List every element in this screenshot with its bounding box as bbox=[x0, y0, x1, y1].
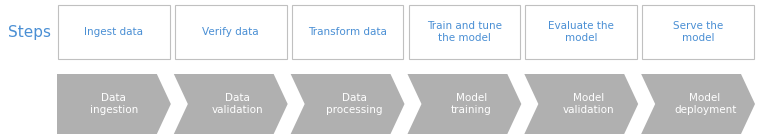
Bar bbox=[408, 5, 520, 59]
Polygon shape bbox=[291, 74, 404, 134]
Bar bbox=[526, 5, 637, 59]
Text: Data
processing: Data processing bbox=[327, 93, 383, 115]
Polygon shape bbox=[57, 74, 171, 134]
Text: Data
validation: Data validation bbox=[212, 93, 263, 115]
Text: Ingest data: Ingest data bbox=[85, 27, 143, 37]
Text: Evaluate the
model: Evaluate the model bbox=[549, 21, 614, 43]
Text: Train and tune
the model: Train and tune the model bbox=[427, 21, 502, 43]
Text: Model
deployment: Model deployment bbox=[674, 93, 736, 115]
Bar bbox=[175, 5, 287, 59]
Polygon shape bbox=[641, 74, 755, 134]
Text: Model
training: Model training bbox=[451, 93, 492, 115]
Text: Model
validation: Model validation bbox=[562, 93, 614, 115]
Text: Transform data: Transform data bbox=[308, 27, 387, 37]
Text: Serve the
model: Serve the model bbox=[673, 21, 723, 43]
Polygon shape bbox=[524, 74, 638, 134]
Bar bbox=[58, 5, 170, 59]
Bar bbox=[642, 5, 754, 59]
Text: Data
ingestion: Data ingestion bbox=[90, 93, 138, 115]
Polygon shape bbox=[174, 74, 288, 134]
Text: Verify data: Verify data bbox=[202, 27, 259, 37]
Bar bbox=[291, 5, 404, 59]
Polygon shape bbox=[407, 74, 521, 134]
Text: Steps: Steps bbox=[8, 24, 51, 39]
